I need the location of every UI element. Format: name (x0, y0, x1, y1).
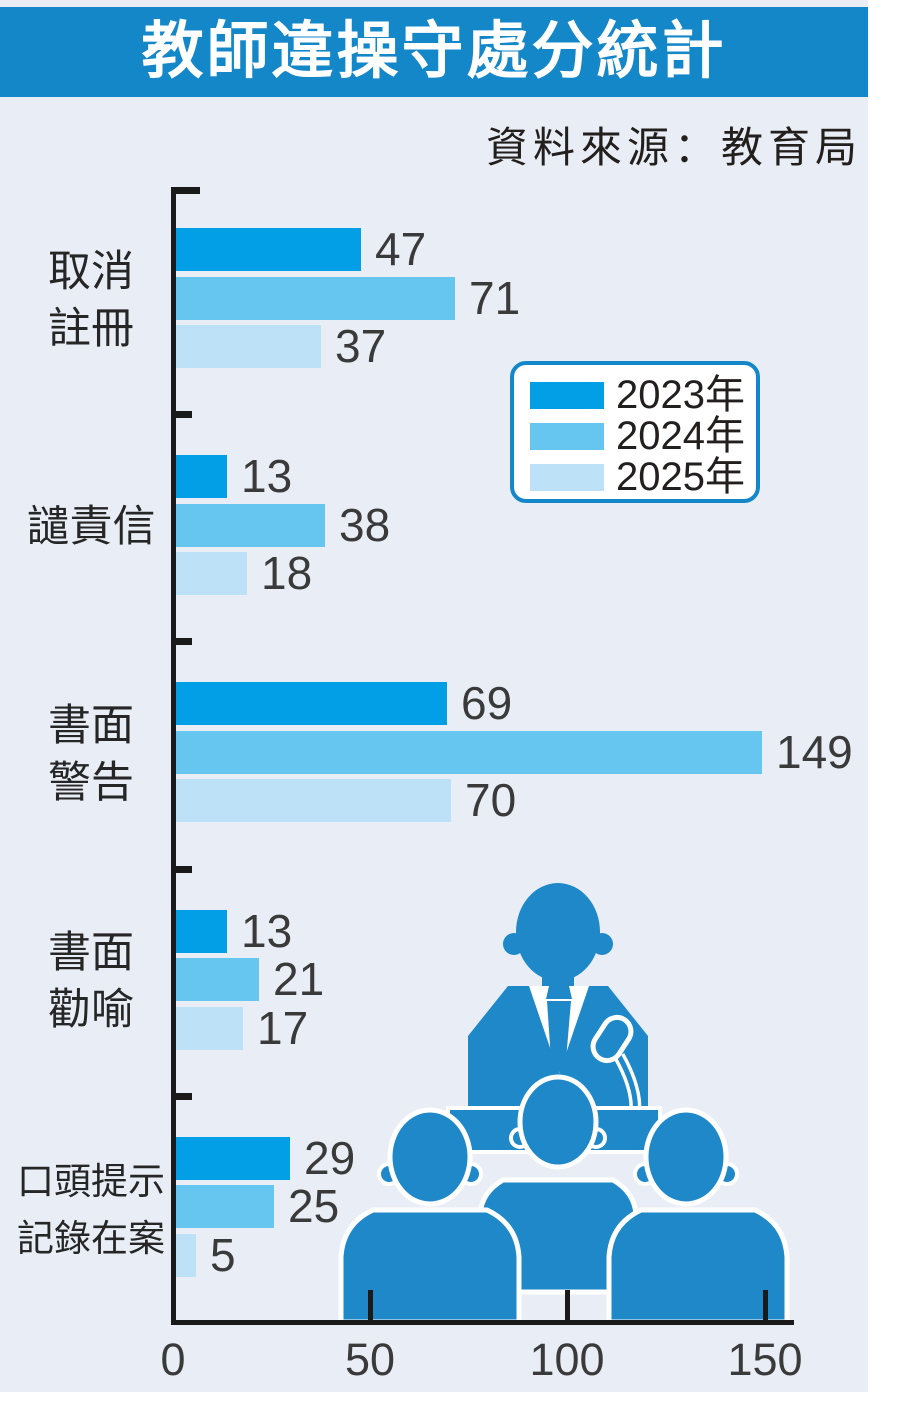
category-label-line: 記錄在案 (17, 1218, 165, 1259)
bar-value-label: 18 (261, 547, 313, 599)
category-label: 口頭提示 記錄在案 (14, 1153, 168, 1267)
bar (176, 504, 325, 547)
bar-value-label: 25 (288, 1180, 340, 1232)
audience-member-right (606, 1107, 790, 1322)
bar (176, 1137, 290, 1180)
y-axis-tick (176, 411, 192, 418)
x-axis-label: 150 (727, 1334, 803, 1385)
bar (176, 910, 227, 953)
bar-value-label: 17 (257, 1002, 309, 1054)
bar (176, 325, 321, 368)
category-label-line: 警告 (48, 759, 134, 807)
bar (176, 455, 227, 498)
legend-label: 2024年 (616, 414, 745, 458)
x-axis-tick (368, 1290, 373, 1321)
page-title: 教師違操守處分統計 (141, 17, 727, 86)
audience-head-icon (643, 1107, 729, 1207)
legend-swatch (530, 382, 604, 409)
speaker-head-icon (516, 883, 600, 981)
x-axis-label: 50 (344, 1334, 396, 1385)
x-axis-line (171, 1320, 794, 1325)
legend-swatch (530, 423, 604, 450)
legend-item: 2023年 (514, 375, 756, 416)
bar (176, 731, 762, 774)
x-axis-tick (565, 1290, 570, 1321)
y-axis-tick (176, 187, 200, 194)
legend-item: 2024年 (514, 416, 756, 457)
x-axis-label: 0 (160, 1334, 186, 1385)
bar (176, 1007, 243, 1050)
category-label-line: 勸喻 (48, 986, 134, 1034)
category-label: 書面 勸喻 (14, 925, 168, 1039)
legend-label: 2025年 (616, 455, 745, 499)
bar (176, 1234, 196, 1277)
audience-body (606, 1207, 790, 1322)
bar (176, 958, 259, 1001)
audience-body (338, 1207, 522, 1322)
microphone-icon (590, 1014, 634, 1064)
audience-head-icon (517, 1074, 599, 1170)
legend-item: 2025年 (514, 457, 756, 498)
bar-value-label: 69 (461, 677, 513, 729)
bar-value-label: 38 (339, 499, 391, 551)
category-label-line: 註冊 (48, 305, 134, 353)
category-label-line: 書面 (48, 929, 134, 977)
x-axis-label: 100 (529, 1334, 605, 1385)
y-axis-line (171, 187, 176, 1325)
bar-value-label: 13 (241, 450, 293, 502)
bar-value-label: 71 (469, 272, 521, 324)
bar-value-label: 70 (465, 774, 517, 826)
legend-swatch (530, 464, 604, 491)
category-label-line: 取消 (48, 248, 134, 296)
bar (176, 682, 447, 725)
speaker-tie-knot (546, 986, 572, 999)
bar-value-label: 13 (241, 905, 293, 957)
bar (176, 228, 361, 271)
bar-value-label: 29 (304, 1132, 356, 1184)
bar (176, 1185, 274, 1228)
bar (176, 779, 451, 822)
category-label-line: 譴責信 (26, 503, 156, 551)
legend: 2023年 2024年 2025年 (510, 361, 760, 503)
bar (176, 552, 247, 595)
speaker-at-podium-illustration (338, 883, 790, 1322)
audience-head-icon (387, 1107, 473, 1207)
bar-value-label: 47 (375, 223, 427, 275)
bar (176, 277, 455, 320)
legend-label: 2023年 (616, 373, 745, 417)
category-label-line: 口頭提示 (17, 1161, 165, 1202)
bar-value-label: 21 (273, 953, 325, 1005)
title-banner: 教師違操守處分統計 (0, 7, 868, 97)
category-label: 譴責信 (14, 499, 168, 556)
bar-value-label: 5 (210, 1229, 236, 1281)
bar-value-label: 149 (776, 726, 853, 778)
y-axis-tick (176, 866, 192, 873)
speaker-tie (547, 1001, 571, 1075)
category-label: 取消 註冊 (14, 244, 168, 358)
y-axis-tick (176, 1093, 192, 1100)
bar-value-label: 37 (335, 320, 387, 372)
y-axis-tick (176, 638, 192, 645)
category-label-line: 書面 (48, 702, 134, 750)
audience-member-left (338, 1107, 522, 1322)
category-label: 書面 警告 (14, 698, 168, 812)
x-axis-tick (763, 1290, 768, 1321)
speaker-figure (468, 883, 648, 1138)
data-source-note: 資料來源：教育局 (485, 126, 862, 172)
